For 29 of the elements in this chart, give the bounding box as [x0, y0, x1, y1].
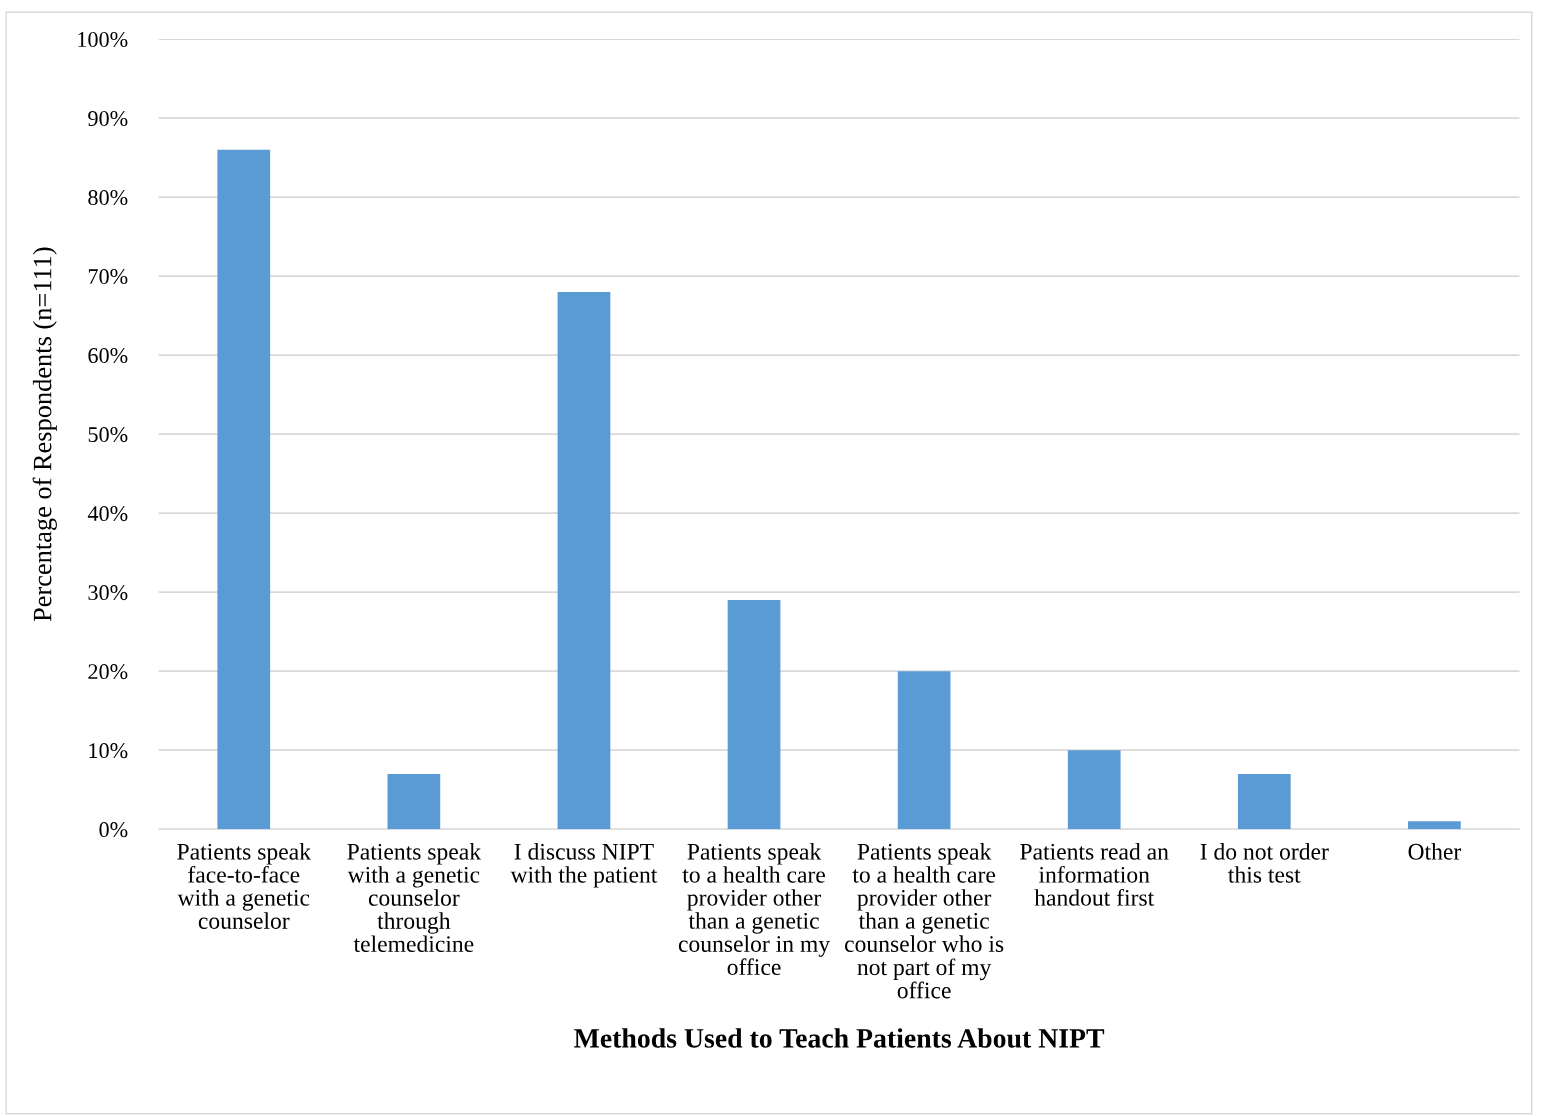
x-tick-label: I discuss NIPT with the patient — [510, 843, 658, 888]
y-tick-label: 10% — [89, 743, 128, 759]
x-tick-label: Other — [1408, 843, 1462, 860]
y-tick-label: 100% — [78, 31, 128, 48]
x-tick-label: Patients speak with a genetic counselor through telemedicine — [347, 843, 482, 953]
y-tick-label: 50% — [88, 427, 128, 443]
bar — [1408, 821, 1461, 830]
bar — [1237, 773, 1291, 830]
y-tick-label: 90% — [88, 111, 128, 127]
y-axis-title: Percentage of Respondents (n=111) — [32, 247, 57, 622]
bar — [1067, 750, 1121, 830]
x-tick-label: Patients speak to a health care provider other than a genetic counselor who is not part of my office — [845, 843, 1004, 999]
x-axis-title: Methods Used to Teach Patients About NIPT — [574, 1028, 1105, 1048]
bar — [557, 291, 611, 830]
bar — [217, 149, 271, 830]
y-tick-label: 80% — [88, 190, 128, 206]
bar — [897, 671, 951, 830]
x-tick-label: I do not order this test — [1200, 843, 1329, 883]
x-tick-label: Patients speak to a health care provider other than a genetic counselor in my office — [678, 843, 830, 976]
bar — [387, 773, 441, 830]
y-tick-label: 0% — [99, 822, 128, 838]
y-tick-label: 70% — [88, 269, 128, 285]
y-tick-label: 30% — [88, 585, 128, 601]
x-tick-label: Patients speak face-to-face with a genetic counselor — [177, 843, 311, 929]
y-tick-label: 20% — [88, 664, 128, 680]
bar — [727, 600, 781, 830]
y-tick-label: 60% — [88, 348, 128, 364]
x-tick-label: Patients read an information handout first — [1020, 843, 1169, 906]
y-tick-label: 40% — [87, 506, 128, 522]
